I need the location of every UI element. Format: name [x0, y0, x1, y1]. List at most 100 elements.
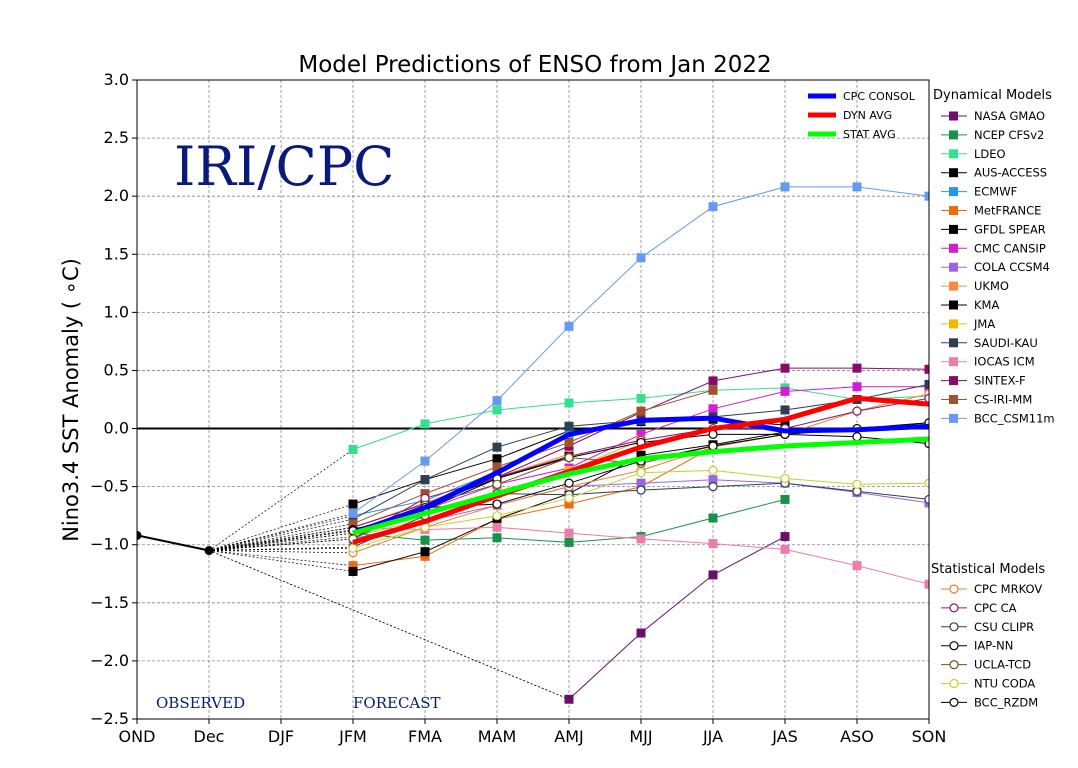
point-csu-clipr	[708, 482, 718, 492]
point-bcc-csm11m	[636, 253, 646, 263]
point-nasa-gmao	[780, 532, 790, 542]
legend-label-bcc-rzdm: BCC_RZDM	[974, 695, 1038, 709]
series-line-stat-avg	[352, 436, 929, 536]
legend-label-iocas-icm: IOCAS ICM	[974, 355, 1035, 369]
legend-marker-aus-access	[949, 168, 958, 178]
y-tick-label: 0.5	[104, 360, 129, 379]
point-saudi-kau	[780, 405, 790, 415]
point-ldeo	[348, 444, 358, 454]
point-bcc-csm11m	[420, 456, 430, 466]
legend-label-ncep-cfsv2: NCEP CFSv2	[974, 128, 1044, 142]
point-sintex-f	[708, 376, 718, 386]
point-cs-iri-mm	[492, 462, 502, 472]
legend-label-cola-ccsm4: COLA CCSM4	[974, 260, 1050, 274]
x-tick-label: MJJ	[629, 727, 652, 746]
point-cs-iri-mm	[348, 519, 358, 529]
point-cs-iri-mm	[564, 437, 574, 447]
point-aus-access	[492, 454, 502, 464]
point-bcc-rzdm	[564, 478, 574, 488]
legend-marker-ecmwf	[949, 187, 958, 197]
legend-marker-kma	[949, 300, 958, 310]
point-ldeo	[492, 405, 502, 415]
legend-label-cmc-cansip: CMC CANSIP	[974, 241, 1046, 255]
legend-label-dyn-avg: DYN AVG	[843, 109, 892, 122]
x-tick-label: MAM	[478, 727, 517, 746]
legend-label-cpc-mrkov: CPC MRKOV	[974, 582, 1042, 596]
point-ncep-cfsv2	[564, 537, 574, 547]
forecast-fan-line	[208, 550, 354, 566]
point-csu-clipr	[924, 494, 929, 505]
point-cmc-cansip	[780, 386, 790, 396]
point-saudi-kau	[564, 421, 574, 431]
forecast-fan-line	[208, 550, 354, 554]
legend-marker-sintex-f	[949, 376, 958, 386]
legend-label-bcc-csm11m: BCC_CSM11m	[974, 411, 1055, 425]
point-ntu-coda	[348, 543, 358, 553]
point-ucla-tcd	[492, 479, 502, 489]
point-gfdl-spear	[348, 566, 358, 576]
point-ncep-cfsv2	[780, 494, 790, 504]
legend-marker-cpc-mrkov	[949, 584, 959, 594]
point-iap-nn	[852, 432, 862, 442]
point-bcc-rzdm	[708, 441, 718, 451]
point-bcc-csm11m	[924, 191, 929, 201]
x-tick-label: JFM	[338, 727, 367, 746]
point-observed	[137, 530, 142, 540]
series-line-observed	[137, 534, 210, 552]
legend-marker-gfdl-spear	[949, 224, 958, 234]
legend-label-iap-nn: IAP-NN	[974, 639, 1013, 653]
x-tick-label: OND	[119, 727, 156, 746]
point-iocas-icm	[780, 544, 790, 554]
point-ntu-coda	[852, 479, 862, 489]
point-ntu-coda	[636, 468, 646, 478]
point-metfrance	[420, 551, 430, 561]
legend-marker-cpc-ca	[949, 603, 959, 613]
legend-label-csu-clipr: CSU CLIPR	[974, 620, 1034, 634]
point-nasa-gmao	[708, 570, 718, 580]
x-tick-label: Dec	[194, 727, 225, 746]
point-sintex-f	[780, 363, 790, 373]
forecast-fan-line	[208, 523, 354, 551]
point-bcc-csm11m	[564, 321, 574, 331]
point-iocas-icm	[564, 528, 574, 538]
point-ntu-coda	[564, 493, 574, 503]
point-metfrance	[564, 499, 574, 509]
point-ldeo	[420, 419, 430, 429]
forecast-fan-line	[208, 538, 354, 551]
point-aus-access	[348, 499, 358, 509]
point-ntu-coda	[780, 473, 790, 484]
y-tick-label: 2.0	[104, 186, 129, 205]
point-cs-iri-mm	[708, 385, 718, 395]
legend-marker-ukmo	[949, 281, 958, 291]
point-cs-iri-mm	[636, 406, 646, 416]
point-sintex-f	[924, 364, 929, 374]
y-tick-label: −0.5	[90, 477, 129, 496]
series-line-dyn-avg	[352, 395, 929, 545]
legend-marker-csu-clipr	[949, 622, 959, 632]
y-tick-label: 0.0	[104, 419, 129, 438]
legend-label-aus-access: AUS-ACCESS	[974, 166, 1047, 180]
x-tick-label: SON	[912, 727, 947, 746]
y-tick-label: −1.0	[90, 535, 129, 554]
point-ntu-coda	[708, 465, 718, 475]
forecast-label: FORECAST	[353, 694, 441, 712]
legend-marker-ntu-coda	[949, 678, 959, 689]
point-iocas-icm	[492, 522, 502, 532]
point-ncep-cfsv2	[492, 533, 502, 543]
legend-label-jma: JMA	[973, 317, 995, 331]
point-saudi-kau	[492, 442, 502, 452]
point-cmc-cansip	[636, 429, 646, 439]
legend-label-saudi-kau: SAUDI-KAU	[974, 336, 1038, 350]
x-tick-label: DJF	[268, 727, 294, 746]
forecast-fan-line	[208, 503, 354, 551]
legend-label-ecmwf: ECMWF	[974, 185, 1017, 199]
point-nasa-gmao	[636, 628, 646, 638]
point-cola-ccsm4	[636, 478, 646, 488]
forecast-fan-line	[208, 532, 354, 551]
point-gfdl-spear	[420, 547, 430, 557]
forecast-fan-line	[208, 513, 354, 551]
legend-marker-metfrance	[949, 206, 958, 215]
point-observed	[204, 546, 214, 556]
y-tick-label: −2.5	[90, 709, 129, 728]
x-tick-label: ASO	[840, 727, 874, 746]
